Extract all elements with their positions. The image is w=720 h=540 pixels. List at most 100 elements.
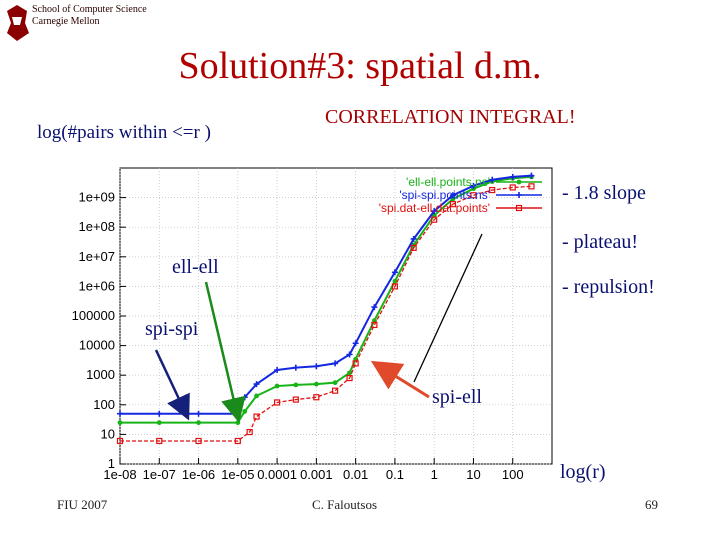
label-ell-ell: ell-ell xyxy=(172,256,219,278)
data-point xyxy=(509,173,516,180)
data-point xyxy=(470,192,477,199)
x-tick-label: 0.001 xyxy=(300,467,333,482)
university-label: Carnegie Mellon xyxy=(32,16,100,27)
data-point xyxy=(449,201,457,208)
y-tick-label: 100 xyxy=(93,397,115,412)
x-tick-label: 1e-05 xyxy=(221,467,254,482)
data-point xyxy=(346,351,353,358)
data-point xyxy=(253,413,260,420)
data-point xyxy=(195,437,202,445)
x-tick-label: 0.0001 xyxy=(257,467,297,482)
data-point xyxy=(371,304,378,311)
y-tick-label: 100000 xyxy=(72,308,115,323)
data-point xyxy=(489,176,496,183)
y-tick-label: 1e+09 xyxy=(78,190,115,205)
y-tick-label: 1e+06 xyxy=(78,278,115,293)
y-tick-label: 10 xyxy=(101,426,115,441)
note-repulsion: - repulsion! xyxy=(562,276,655,298)
data-point xyxy=(273,399,281,406)
data-point xyxy=(292,364,299,371)
data-point xyxy=(410,244,417,251)
university-logo xyxy=(7,5,29,41)
data-point xyxy=(116,437,124,445)
label-spi-ell: spi-ell xyxy=(432,386,482,408)
data-point xyxy=(528,172,535,179)
y-tick-label: 1000 xyxy=(86,367,115,382)
x-tick-label: 10 xyxy=(466,467,480,482)
y-tick-label: 1e+08 xyxy=(78,219,115,234)
data-point xyxy=(246,428,253,436)
data-point xyxy=(347,370,352,376)
x-tick-label: 0.1 xyxy=(386,467,404,482)
chart-legend: 'ell-ell.points.ns''spi-spi.points.ns''s… xyxy=(379,175,542,215)
data-point xyxy=(449,192,456,199)
data-point xyxy=(392,278,398,284)
data-point xyxy=(196,420,201,426)
slope-guide-line xyxy=(413,233,483,383)
legend-marker xyxy=(516,179,522,185)
label-spi-spi: spi-spi xyxy=(145,318,199,340)
subtitle: CORRELATION INTEGRAL! xyxy=(325,106,576,128)
data-point xyxy=(332,387,339,394)
data-point xyxy=(332,380,338,386)
footer-left: FIU 2007 xyxy=(57,497,108,512)
data-point xyxy=(346,374,353,382)
y-axis-title: log(#pairs within <=r ) xyxy=(37,122,211,143)
x-tick-label: 1e-08 xyxy=(103,467,136,482)
data-point xyxy=(509,184,516,191)
data-point xyxy=(254,393,259,399)
series-2 xyxy=(116,183,535,445)
data-point xyxy=(371,321,378,329)
x-tick-label: 1e-07 xyxy=(143,467,176,482)
data-point xyxy=(313,381,319,387)
page-number: 69 xyxy=(645,497,658,512)
x-tick-label: 100 xyxy=(502,467,524,482)
legend-label: 'ell-ell.points.ns' xyxy=(406,175,490,189)
y-tick-label: 10000 xyxy=(79,338,115,353)
x-axis-title: log(r) xyxy=(560,461,606,483)
data-point xyxy=(391,283,399,290)
data-point xyxy=(156,420,162,426)
y-tick-label: 1e+07 xyxy=(78,249,115,264)
data-point xyxy=(195,410,202,417)
data-point xyxy=(117,410,123,417)
arrow-spi-spi xyxy=(154,349,190,421)
data-point xyxy=(431,216,438,223)
data-point xyxy=(470,182,477,189)
data-point xyxy=(332,360,339,367)
arrow-spi-ell xyxy=(370,360,430,399)
data-point xyxy=(274,366,281,373)
data-point xyxy=(313,394,320,401)
data-point xyxy=(431,208,438,215)
y-tick-label: 1 xyxy=(108,456,115,471)
data-point xyxy=(253,381,260,388)
data-point xyxy=(410,235,417,242)
chart-axes: 1e-08 1e-07 1e-06 1e-05 0.0001 0.001 0.01 0.1 1 1… xyxy=(72,190,524,482)
data-point xyxy=(156,410,163,417)
data-point xyxy=(391,269,398,276)
x-tick-label: 0.01 xyxy=(343,467,368,482)
header-school-name: School of Computer Science Carnegie Mell… xyxy=(32,4,147,28)
legend-marker xyxy=(516,192,522,198)
footer-author: C. Faloutsos xyxy=(312,497,378,512)
correlation-integral-chart: 1e-08 1e-07 1e-06 1e-05 0.0001 0.001 0.01 0.1 1 1… xyxy=(72,167,553,482)
data-point xyxy=(528,183,535,190)
data-point xyxy=(352,340,359,347)
data-point xyxy=(293,382,299,388)
data-point xyxy=(234,437,241,445)
data-point xyxy=(117,420,123,426)
legend-marker xyxy=(515,204,523,212)
data-point xyxy=(352,360,359,367)
arrow-ell-ell xyxy=(204,281,246,423)
data-point xyxy=(274,383,280,389)
school-label: School of Computer Science xyxy=(32,4,147,15)
legend-label: 'spi-spi.points.ns' xyxy=(399,188,490,202)
data-point xyxy=(292,396,299,403)
data-point xyxy=(313,363,320,370)
slide-title: Solution#3: spatial d.m. xyxy=(178,45,542,87)
note-slope: - 1.8 slope xyxy=(562,182,646,204)
data-point xyxy=(489,186,496,194)
data-point xyxy=(450,196,456,202)
legend-label: 'spi.dat-ell.dat.points' xyxy=(379,201,490,215)
